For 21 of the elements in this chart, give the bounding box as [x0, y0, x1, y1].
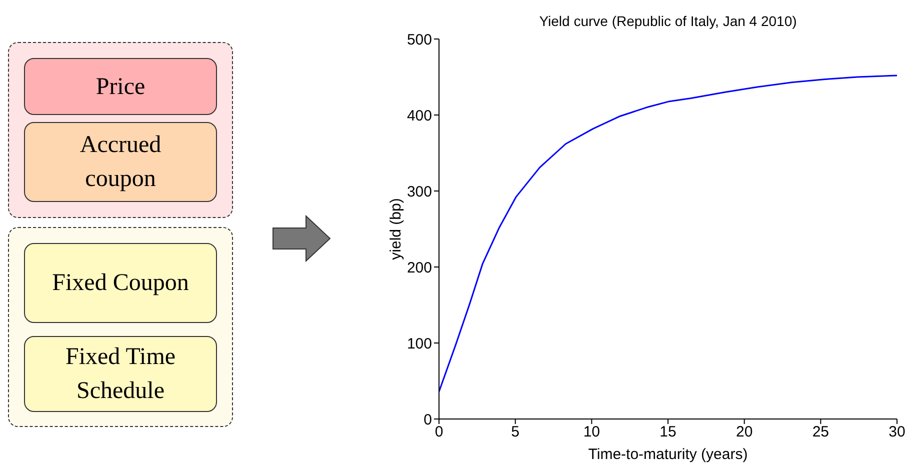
text: Accrued coupon: [78, 131, 162, 194]
chart-title: Yield curve (Republic of Italy, Jan 4 2010): [539, 13, 797, 29]
text: Price: [96, 72, 146, 102]
line-series: [439, 74, 897, 392]
x-tick-label: 5: [511, 424, 520, 441]
y-tick-label: 100: [406, 335, 432, 352]
x-tick-label: 30: [888, 424, 906, 441]
text: Fixed Coupon: [52, 269, 189, 298]
x-tick-label: 15: [660, 424, 676, 441]
x-tick-label: 10: [583, 424, 600, 441]
text: Fixed Time Schedule: [64, 343, 177, 406]
x-tick-label: 0: [434, 424, 444, 441]
y-tick-label: 300: [406, 183, 432, 200]
y-tick-label: 0: [424, 411, 432, 428]
y-tick-label: 400: [406, 107, 432, 124]
x-tick-label: 25: [812, 424, 830, 441]
y-tick-label: 500: [406, 31, 432, 48]
y-tick-label: 200: [406, 259, 432, 276]
x-tick-label: 20: [736, 424, 753, 441]
y-axis-title: yield (bp): [387, 198, 404, 260]
x-axis-title: Time-to-maturity (years): [588, 446, 748, 463]
